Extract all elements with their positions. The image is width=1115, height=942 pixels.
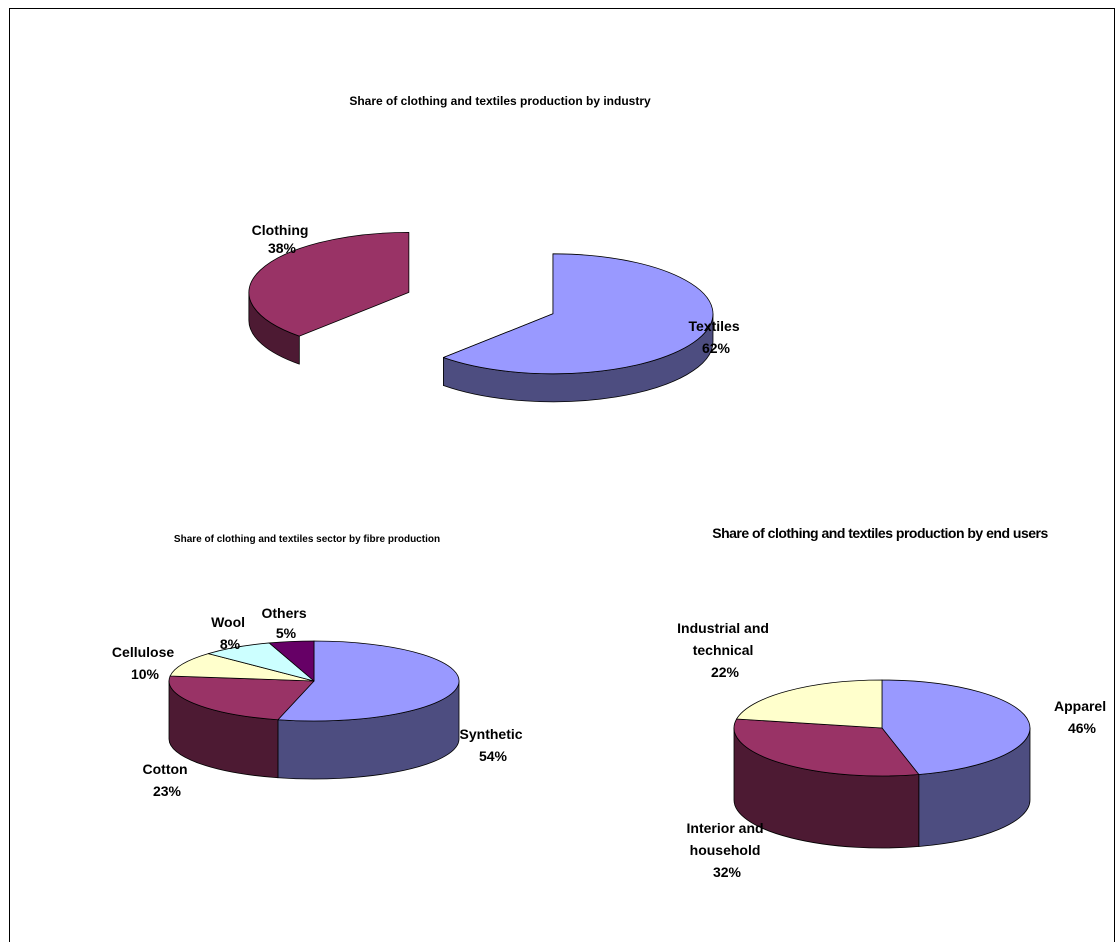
cellulose-name: Cellulose <box>112 644 174 660</box>
slice-label-wool: Wool 8% <box>211 614 249 652</box>
industry-chart-title: Share of clothing and textiles productio… <box>349 94 651 108</box>
synthetic-value: 54% <box>479 748 508 764</box>
slice-label-cellulose: Cellulose 10% <box>112 644 178 682</box>
fibre-pie-chart: Share of clothing and textiles sector by… <box>112 534 527 799</box>
slice-synthetic <box>277 640 460 722</box>
fibre-pie-slices <box>168 640 460 780</box>
industrial-name-line1: Industrial and <box>677 620 769 636</box>
cotton-value: 23% <box>153 783 182 799</box>
synthetic-name: Synthetic <box>460 726 523 742</box>
cellulose-value: 10% <box>131 666 160 682</box>
clothing-value: 38% <box>268 240 297 256</box>
slice-label-synthetic: Synthetic 54% <box>460 726 527 764</box>
apparel-value: 46% <box>1068 720 1097 736</box>
slice-cellulose <box>169 653 315 682</box>
slice-label-others: Others 5% <box>261 605 310 641</box>
slice-label-cotton: Cotton 23% <box>143 761 192 799</box>
slice-apparel <box>881 679 1031 775</box>
interior-value: 32% <box>713 864 742 880</box>
slice-industrial-and-technical <box>736 679 883 729</box>
end-users-pie-chart: Share of clothing and textiles productio… <box>677 525 1110 880</box>
slice-label-interior-household: Interior and household 32% <box>687 820 768 880</box>
textiles-value: 62% <box>702 340 731 356</box>
others-name: Others <box>261 605 306 621</box>
apparel-name: Apparel <box>1054 698 1106 714</box>
slice-cotton <box>168 675 315 721</box>
slice-label-textiles: Textiles 62% <box>689 318 744 356</box>
industrial-value: 22% <box>711 664 740 680</box>
cotton-name: Cotton <box>143 761 188 777</box>
slice-interior-and-household <box>733 718 920 777</box>
fibre-chart-title: Share of clothing and textiles sector by… <box>174 534 440 545</box>
clothing-name: Clothing <box>252 222 309 238</box>
slice-others <box>268 640 315 682</box>
industrial-name-line2: technical <box>693 642 754 658</box>
wool-name: Wool <box>211 614 245 630</box>
industry-pie-chart: Share of clothing and textiles productio… <box>248 94 744 403</box>
slice-textiles <box>443 253 714 375</box>
slice-label-apparel: Apparel 46% <box>1054 698 1110 736</box>
wool-value: 8% <box>220 636 241 652</box>
interior-name-line1: Interior and <box>687 820 764 836</box>
industry-pie-slices <box>248 232 714 403</box>
slice-label-clothing: Clothing 38% <box>252 222 313 256</box>
end-users-pie-slices <box>733 679 1031 849</box>
textiles-name: Textiles <box>689 318 740 334</box>
slice-clothing <box>248 232 410 337</box>
interior-name-line2: household <box>690 842 761 858</box>
slice-label-industrial-technical: Industrial and technical 22% <box>677 620 773 680</box>
others-value: 5% <box>276 625 297 641</box>
end-users-chart-title: Share of clothing and textiles productio… <box>712 525 1048 541</box>
